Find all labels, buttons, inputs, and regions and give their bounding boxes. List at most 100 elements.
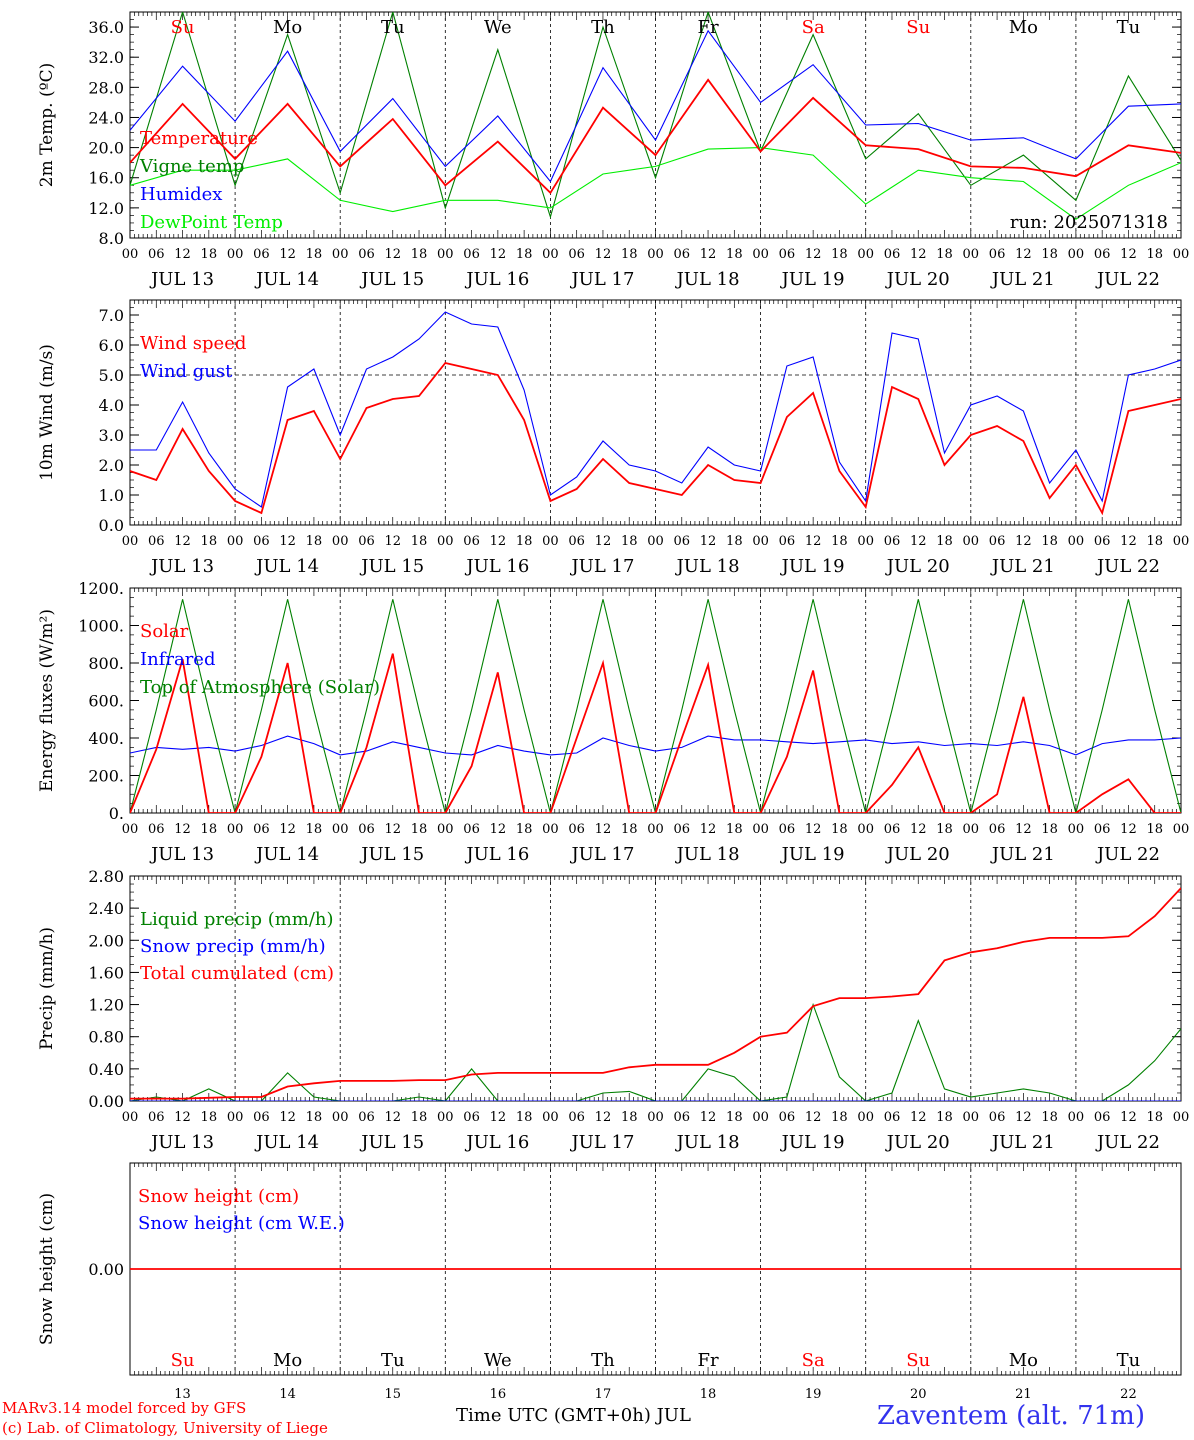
legend-entry: DewPoint Temp — [140, 212, 283, 233]
model-credit-line: MARv3.14 model forced by GFS — [2, 1399, 247, 1417]
station-name: Zaventem (alt. 71m) — [877, 1401, 1145, 1431]
y-tick-label: 6.0 — [99, 336, 124, 355]
y-tick-label: 0.0 — [99, 516, 124, 535]
x-tick-label: 06 — [989, 822, 1006, 837]
legend-entry: Wind speed — [140, 333, 246, 354]
x-tick-label: 18 — [1041, 1110, 1058, 1125]
x-tick-label: 18 — [516, 247, 533, 262]
y-tick-label: 0.80 — [88, 1028, 124, 1047]
date-label: JUL 20 — [885, 269, 950, 290]
x-tick-label: 06 — [568, 1110, 585, 1125]
x-tick-label: 18 — [516, 1110, 533, 1125]
x-tick-label: 00 — [332, 1110, 349, 1125]
legend-entry: Liquid precip (mm/h) — [140, 909, 334, 930]
x-tick-label: 06 — [253, 534, 270, 549]
x-tick-label: 18 — [621, 1110, 638, 1125]
series-line-humidex — [130, 29, 1181, 183]
x-tick-label: 06 — [148, 822, 165, 837]
x-tick-label: 06 — [358, 534, 375, 549]
y-tick-label: 0.00 — [88, 1092, 124, 1111]
x-tick-label: 06 — [253, 1110, 270, 1125]
series-group — [130, 599, 1181, 813]
x-tick-label: 00 — [647, 1110, 664, 1125]
x-tick-label: 18 — [831, 822, 848, 837]
x-tick-label: 06 — [148, 1110, 165, 1125]
x-tick-label: 12 — [1015, 822, 1032, 837]
x-tick-label: 12 — [805, 534, 822, 549]
x-tick-label: 12 — [174, 534, 191, 549]
legend-entry: Snow height (cm) — [138, 1186, 299, 1207]
x-tick-label: 00 — [437, 1110, 454, 1125]
x-tick-label: 06 — [253, 822, 270, 837]
x-tick-label: 00 — [963, 1110, 980, 1125]
x-tick-label: 12 — [910, 534, 927, 549]
x-tick-label: 06 — [1094, 247, 1111, 262]
x-tick-label: 00 — [437, 822, 454, 837]
x-tick-label: 06 — [463, 247, 480, 262]
y-tick-label: 1.20 — [88, 996, 124, 1015]
x-tick-label: 00 — [332, 247, 349, 262]
chart-panel-1: 8.0 12.0 16.0 20.0 24.0 28.0 32.0 36.0 2m Temp. … — [37, 11, 1190, 290]
x-tick-label: 00 — [122, 822, 139, 837]
x-tick-label: 12 — [910, 247, 927, 262]
x-tick-label: 12 — [490, 247, 507, 262]
legend-entry: Total cumulated (cm) — [140, 963, 334, 984]
x-tick-label: 12 — [595, 247, 612, 262]
x-tick-label: 06 — [358, 247, 375, 262]
series-line-solar — [130, 653, 1181, 813]
x-tick-label: 00 — [647, 822, 664, 837]
x-tick-label: 06 — [568, 247, 585, 262]
x-tick-label: 06 — [148, 247, 165, 262]
day-number-label: 15 — [384, 1387, 401, 1402]
date-label: JUL 17 — [569, 269, 634, 290]
series-line-vigne-temp — [130, 12, 1181, 219]
x-tick-label: 06 — [779, 822, 796, 837]
y-axis-label: Energy fluxes (W/m²) — [37, 609, 57, 792]
date-label: JUL 21 — [990, 556, 1055, 577]
x-tick-label: 00 — [227, 247, 244, 262]
weekday-label: Mo — [1009, 17, 1038, 38]
series-group — [130, 887, 1181, 1101]
weekday-label: Th — [591, 17, 615, 38]
x-tick-label: 12 — [490, 534, 507, 549]
x-tick-label: 00 — [1068, 534, 1085, 549]
y-tick-label: 32.0 — [88, 48, 124, 67]
x-tick-label: 06 — [779, 247, 796, 262]
series-line-wind-speed — [130, 361, 1181, 516]
date-label: JUL 18 — [675, 1132, 740, 1153]
x-tick-label: 18 — [1041, 247, 1058, 262]
x-tick-label: 12 — [490, 822, 507, 837]
x-tick-label: 00 — [1173, 247, 1190, 262]
day-number-label: 13 — [174, 1387, 191, 1402]
x-tick-label: 06 — [463, 1110, 480, 1125]
y-tick-label: 36.0 — [88, 18, 124, 37]
weekday-label: Su — [906, 1350, 930, 1371]
weekday-label: Su — [171, 1350, 195, 1371]
weekday-label: Mo — [273, 17, 302, 38]
y-tick-label: 16.0 — [88, 169, 124, 188]
x-tick-label: 12 — [595, 1110, 612, 1125]
legend-entry: Infrared — [140, 649, 215, 670]
date-label: JUL 14 — [254, 844, 319, 865]
x-tick-label: 18 — [411, 1110, 428, 1125]
x-tick-label: 06 — [1094, 534, 1111, 549]
date-label: JUL 13 — [149, 269, 214, 290]
x-tick-label: 12 — [174, 247, 191, 262]
x-tick-label: 00 — [542, 1110, 559, 1125]
date-label: JUL 17 — [569, 1132, 634, 1153]
x-tick-label: 12 — [595, 822, 612, 837]
legend-entry: Snow height (cm W.E.) — [138, 1213, 345, 1234]
legend-entry: Humidex — [140, 184, 222, 205]
series-line-total-cumulated-cm — [130, 887, 1181, 1100]
weekday-label: Sa — [802, 17, 825, 38]
y-axis-label: 2m Temp. (ºC) — [37, 63, 57, 188]
y-tick-label: 2.0 — [99, 456, 124, 475]
y-tick-label: 3.0 — [99, 426, 124, 445]
x-tick-label: 00 — [332, 534, 349, 549]
x-tick-label: 12 — [700, 822, 717, 837]
x-tick-label: 00 — [752, 822, 769, 837]
date-label: JUL 13 — [149, 1132, 214, 1153]
x-tick-label: 06 — [884, 534, 901, 549]
x-tick-label: 12 — [1015, 534, 1032, 549]
